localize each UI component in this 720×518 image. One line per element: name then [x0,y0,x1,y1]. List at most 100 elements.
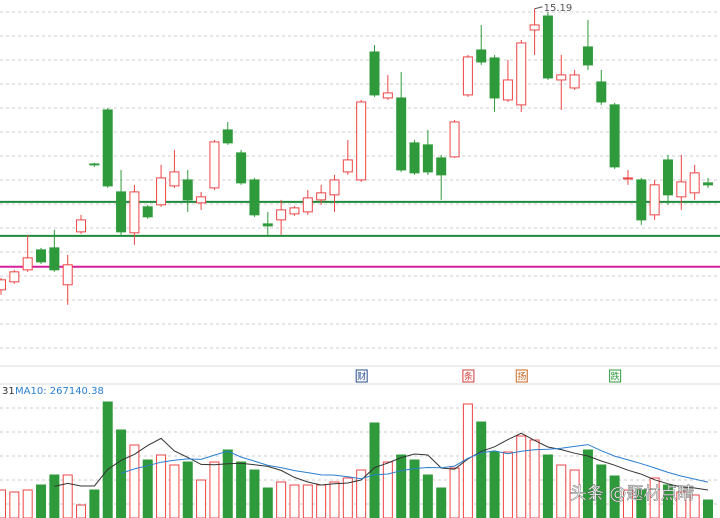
volume-bar [196,479,207,518]
candle [76,214,87,234]
volume-bar [622,489,633,518]
volume-bar [356,469,367,518]
candle [289,205,300,216]
candle-body [36,249,47,263]
candle [236,149,247,185]
candle-body [116,191,127,233]
candle [609,102,620,169]
volume-bar [116,429,127,518]
candle [703,177,713,188]
event-label: 扬 [517,371,526,383]
candle-body [156,177,167,206]
candle-body [356,101,367,181]
candle-body [0,279,6,291]
candle-body [622,177,633,180]
candle [169,149,180,188]
volume-bar [596,464,607,518]
candle-body [409,142,420,174]
candle [36,247,47,264]
volume-bar [449,467,460,518]
volume-bar [382,461,393,518]
candle-body [502,79,513,101]
candle [449,119,460,158]
candle-body [529,24,540,31]
candle-body [49,247,60,271]
candle [596,69,607,105]
candle [489,54,500,112]
volume-bar [689,494,700,518]
candle-body [676,181,687,198]
candle [622,169,633,185]
candle [356,99,367,182]
candle-body [182,179,193,201]
candle [476,24,487,65]
candle [0,277,6,295]
event-label: 跌 [611,372,620,383]
candle [156,164,167,207]
volume-bar [409,459,420,518]
candle-body [316,192,327,201]
candle-body [449,121,460,158]
volume-bar [703,499,713,518]
volume-bar [609,475,620,518]
volume-ma5 [54,432,709,491]
candle [182,169,193,212]
candle-body [329,179,340,196]
candle-body [9,271,20,283]
candle [409,139,420,175]
volume-bar [676,491,687,518]
volume-bar [0,489,6,518]
candle [209,139,220,190]
candle-body [196,196,207,204]
candle-body [76,219,87,233]
candle [276,199,287,235]
volume-bar [169,464,180,518]
candle [582,19,593,70]
candle-body [569,74,580,89]
candle-body [249,179,260,216]
candle [102,107,113,188]
candle-body [556,74,567,81]
candle [49,229,60,272]
volume-bar [9,491,20,518]
candle-body [462,56,473,96]
candle-body [129,191,140,234]
candle-body [649,184,660,216]
event-box [609,369,622,383]
watermark: 头条 @题材点睛 [570,484,694,504]
volume-bar [516,435,527,518]
volume-bar [329,481,340,518]
volume-bar [316,484,327,518]
candle-body [542,15,553,79]
candle-body [689,172,700,194]
event-box [515,369,528,383]
volume-ma5-label: 31 [2,386,15,397]
candle-body [62,264,73,286]
volume-bar [102,401,113,518]
volume-bar [542,454,553,518]
candle-body [436,157,447,176]
candle [196,191,207,210]
candle-body [236,152,247,184]
candle-body [142,206,153,218]
event-label: 条 [464,371,473,383]
volume-bar [502,451,513,518]
candle [142,204,153,219]
candle-body [302,197,313,213]
candle-body [516,42,527,106]
volume-bar [182,461,193,518]
candle [22,234,33,272]
volume-bar [129,444,140,518]
volume-bar [649,477,660,518]
candle [662,154,673,205]
volume-bar [22,489,33,518]
candle [262,211,273,235]
candle [689,164,700,200]
event-label: 财 [357,371,366,383]
candle-body [209,141,220,189]
event-box [462,369,475,383]
volume-bar [222,449,233,518]
event-box [355,369,368,383]
candle [542,11,553,80]
volume-bar [489,451,500,518]
